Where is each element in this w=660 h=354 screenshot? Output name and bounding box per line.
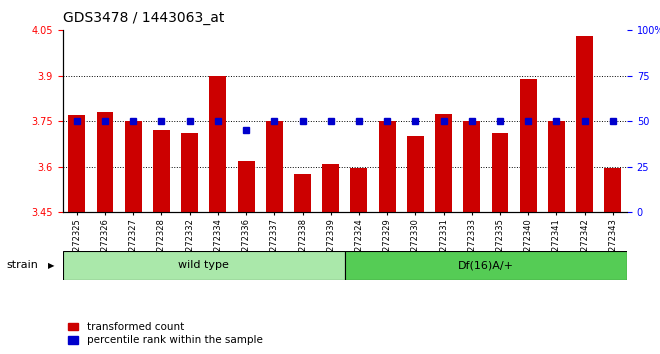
Bar: [266, 121, 282, 212]
Bar: [125, 121, 142, 212]
Bar: [294, 175, 311, 212]
Bar: [182, 133, 198, 212]
Bar: [63, 251, 345, 280]
Legend: transformed count, percentile rank within the sample: transformed count, percentile rank withi…: [68, 322, 263, 345]
Bar: [407, 136, 424, 212]
Text: ▶: ▶: [48, 261, 55, 270]
Bar: [379, 121, 395, 212]
Text: Df(16)A/+: Df(16)A/+: [458, 261, 514, 270]
Bar: [345, 251, 627, 280]
Bar: [209, 76, 226, 212]
Text: wild type: wild type: [178, 261, 229, 270]
Bar: [69, 115, 85, 212]
Bar: [520, 79, 537, 212]
Bar: [350, 169, 368, 212]
Bar: [492, 133, 508, 212]
Text: GDS3478 / 1443063_at: GDS3478 / 1443063_at: [63, 11, 224, 25]
Bar: [238, 161, 255, 212]
Bar: [548, 121, 565, 212]
Bar: [576, 36, 593, 212]
Bar: [605, 169, 621, 212]
Text: strain: strain: [7, 261, 38, 270]
Bar: [322, 164, 339, 212]
Bar: [153, 130, 170, 212]
Bar: [96, 112, 114, 212]
Bar: [435, 114, 452, 212]
Bar: [463, 121, 480, 212]
